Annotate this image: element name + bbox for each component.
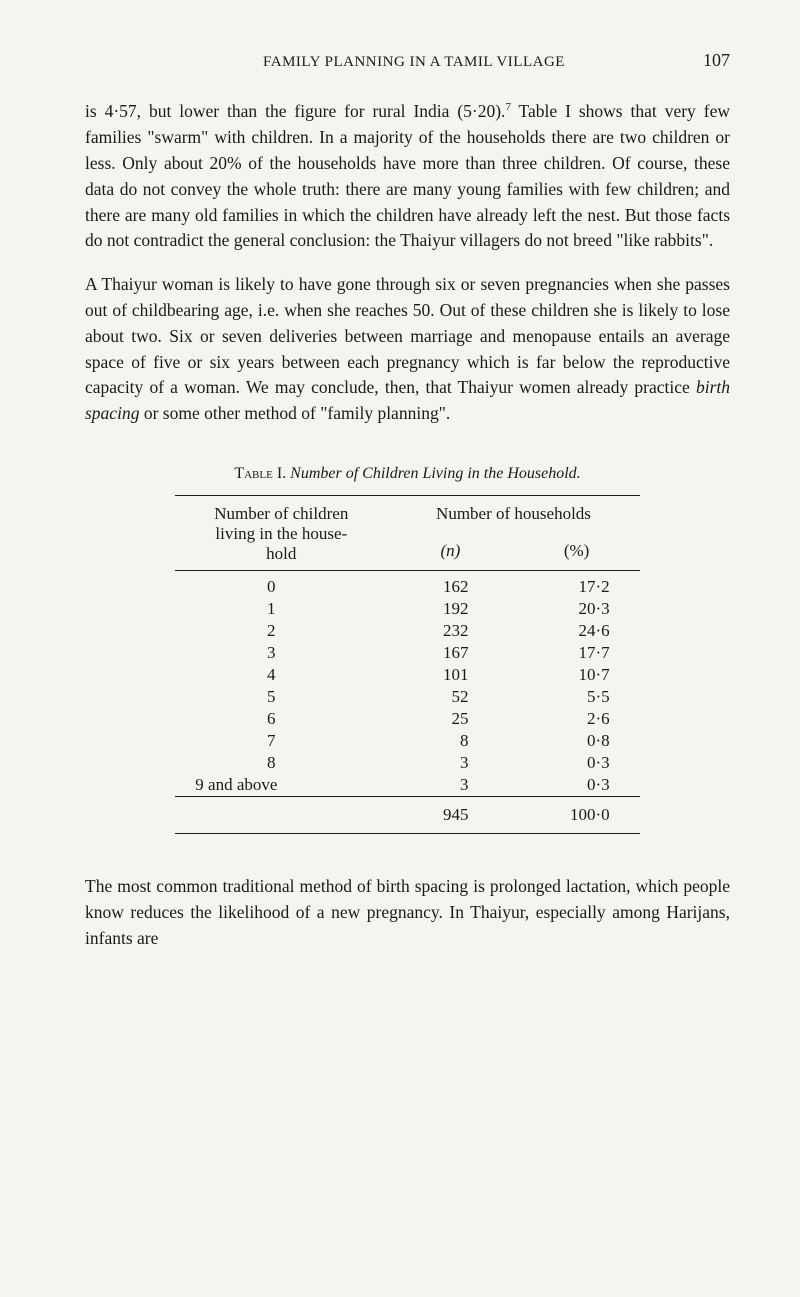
- cell-label: 6: [175, 708, 387, 730]
- cell-pct: 0·3: [513, 774, 639, 797]
- cell-n: 3: [387, 774, 513, 797]
- th-n-label: (n): [440, 541, 460, 560]
- table-body: 0 162 17·2 1 192 20·3 2 232 24·6 3 167 1…: [175, 571, 639, 834]
- cell-total-pct: 100·0: [513, 797, 639, 834]
- cell-n: 52: [387, 686, 513, 708]
- cell-label: 1: [175, 598, 387, 620]
- table-row: 4 101 10·7: [175, 664, 639, 686]
- cell-label: 7: [175, 730, 387, 752]
- page: FAMILY PLANNING IN A TAMIL VILLAGE 107 i…: [0, 0, 800, 1020]
- table-header-row-1: Number of children living in the house- …: [175, 496, 639, 534]
- th-col1-line2: living in the house-: [215, 524, 347, 543]
- cell-pct: 20·3: [513, 598, 639, 620]
- page-header: FAMILY PLANNING IN A TAMIL VILLAGE 107: [85, 50, 730, 71]
- page-number: 107: [703, 50, 730, 71]
- th-col1-line1: Number of children: [214, 504, 348, 523]
- table-head: Number of children living in the house- …: [175, 496, 639, 571]
- table-header-n: (n): [387, 533, 513, 571]
- table-header-pct: (%): [513, 533, 639, 571]
- cell-pct: 0·3: [513, 752, 639, 774]
- cell-label: 4: [175, 664, 387, 686]
- table-caption-label: Table I.: [234, 465, 286, 482]
- cell-pct: 24·6: [513, 620, 639, 642]
- cell-n: 167: [387, 642, 513, 664]
- paragraph-2-part-b: or some other method of "family planning…: [139, 403, 450, 423]
- table-row: 6 25 2·6: [175, 708, 639, 730]
- cell-n: 3: [387, 752, 513, 774]
- th-col1-line3: hold: [266, 544, 296, 563]
- cell-n: 162: [387, 571, 513, 599]
- table-row: 1 192 20·3: [175, 598, 639, 620]
- cell-pct: 2·6: [513, 708, 639, 730]
- table-row: 7 8 0·8: [175, 730, 639, 752]
- cell-total-n: 945: [387, 797, 513, 834]
- cell-pct: 5·5: [513, 686, 639, 708]
- table-header-col-span: Number of households: [387, 496, 639, 534]
- table-caption: Table I. Number of Children Living in th…: [85, 465, 730, 483]
- table-total-row: 945 100·0: [175, 797, 639, 834]
- paragraph-3: The most common traditional method of bi…: [85, 874, 730, 952]
- cell-label: 0: [175, 571, 387, 599]
- paragraph-1: is 4·57, but lower than the figure for r…: [85, 99, 730, 254]
- cell-pct: 0·8: [513, 730, 639, 752]
- cell-label: 3: [175, 642, 387, 664]
- table-row: 9 and above 3 0·3: [175, 774, 639, 797]
- cell-n: 192: [387, 598, 513, 620]
- paragraph-1-part-a: is 4·57, but lower than the figure for r…: [85, 101, 505, 121]
- table-header-col1: Number of children living in the house- …: [175, 496, 387, 571]
- cell-pct: 17·7: [513, 642, 639, 664]
- cell-label: 5: [175, 686, 387, 708]
- table-row: 2 232 24·6: [175, 620, 639, 642]
- table-row: 3 167 17·7: [175, 642, 639, 664]
- paragraph-2-part-a: A Thaiyur woman is likely to have gone t…: [85, 274, 730, 398]
- cell-label: 9 and above: [175, 774, 387, 797]
- cell-pct: 17·2: [513, 571, 639, 599]
- paragraph-1-part-b: Table I shows that very few families "sw…: [85, 101, 730, 250]
- table-row: 5 52 5·5: [175, 686, 639, 708]
- cell-n: 25: [387, 708, 513, 730]
- cell-label: 8: [175, 752, 387, 774]
- running-title: FAMILY PLANNING IN A TAMIL VILLAGE: [125, 54, 703, 71]
- table-row: 0 162 17·2: [175, 571, 639, 599]
- cell-pct: 10·7: [513, 664, 639, 686]
- table-children-household: Number of children living in the house- …: [175, 495, 639, 834]
- cell-n: 8: [387, 730, 513, 752]
- cell-label: 2: [175, 620, 387, 642]
- cell-n: 232: [387, 620, 513, 642]
- table-row: 8 3 0·3: [175, 752, 639, 774]
- table-caption-text: Number of Children Living in the Househo…: [286, 465, 581, 482]
- cell-n: 101: [387, 664, 513, 686]
- cell-label-empty: [175, 797, 387, 834]
- paragraph-2: A Thaiyur woman is likely to have gone t…: [85, 272, 730, 427]
